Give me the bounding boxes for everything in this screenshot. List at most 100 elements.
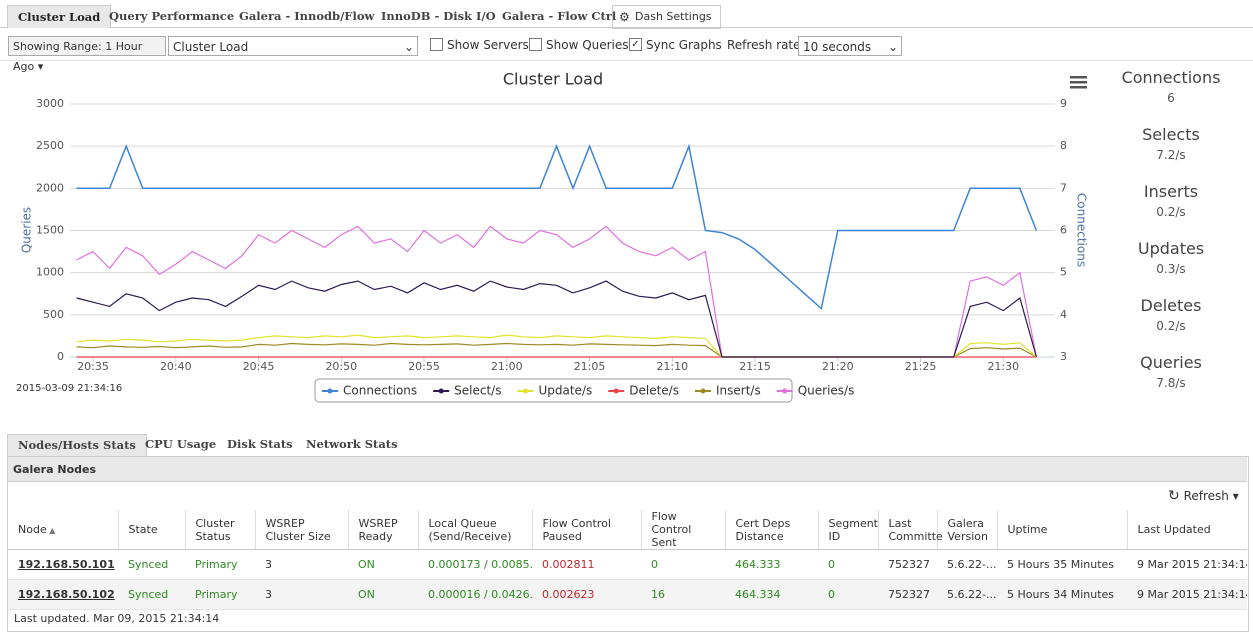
refresh-label: Refresh <box>1184 489 1229 503</box>
x-tick-label: 21:30 <box>987 360 1019 373</box>
stat-label: Selects <box>1100 125 1242 144</box>
stat-label: Updates <box>1100 239 1242 258</box>
column-label: Cluster Status <box>196 517 235 543</box>
range-select[interactable]: Showing Range: 1 Hour Ago ▾ <box>8 36 166 56</box>
table-cell: Primary <box>185 580 255 610</box>
x-tick-label: 20:55 <box>408 360 440 373</box>
column-label: Local Queue (Send/Receive) <box>429 517 512 543</box>
y-axis-title: Queries <box>20 207 34 253</box>
legend-label: Insert/s <box>716 384 761 398</box>
refresh-button[interactable]: ↻ Refresh ▾ <box>1168 488 1239 504</box>
tab[interactable]: ⚙Dash Settings <box>612 5 721 29</box>
x-tick-label: 20:40 <box>160 360 192 373</box>
column-header[interactable]: Galera Version <box>937 510 997 550</box>
x-tick-label: 21:05 <box>574 360 606 373</box>
table-row: 192.168.50.101SyncedPrimary3ON0.000173 /… <box>8 550 1247 580</box>
stat-value: 0.3/s <box>1100 262 1242 276</box>
table-cell: 5 Hours 34 Minutes <box>997 580 1127 610</box>
y-tick-label: 500 <box>43 308 64 321</box>
tab[interactable]: Query Performance <box>99 5 244 27</box>
tab[interactable]: CPU Usage <box>135 434 226 455</box>
column-header[interactable]: Segment ID <box>818 510 878 550</box>
y-tick-label: 1500 <box>36 224 64 237</box>
y-tick-label: 1000 <box>36 266 64 279</box>
refresh-label: Refresh rate: <box>727 38 805 52</box>
table-cell: 752327 <box>878 550 937 580</box>
column-header[interactable]: Last Updated <box>1127 510 1247 550</box>
table-cell: 5.6.22-... <box>937 580 997 610</box>
tab[interactable]: Galera - Flow Ctrl <box>492 5 626 27</box>
column-header[interactable]: Uptime <box>997 510 1127 550</box>
checkbox[interactable] <box>529 38 542 51</box>
column-label: Node <box>18 523 47 536</box>
dashboard-label: Cluster Load <box>173 40 248 54</box>
table-cell: 5.6.22-... <box>937 550 997 580</box>
table-cell: 0.000016 / 0.0426... <box>418 580 532 610</box>
legend-marker <box>328 389 333 394</box>
table-cell: 0 <box>641 550 725 580</box>
column-label: WSREP Cluster Size <box>266 517 331 543</box>
column-label: Flow Control Paused <box>543 517 611 543</box>
checkbox-label: Show Servers <box>447 38 529 52</box>
series-line <box>77 281 1037 357</box>
table-cell: 0.002623 <box>532 580 641 610</box>
checkbox[interactable]: ✓ <box>629 38 642 51</box>
column-header[interactable]: Flow Control Paused <box>532 510 641 550</box>
checkbox[interactable] <box>430 38 443 51</box>
legend-label: Select/s <box>454 384 501 398</box>
stat-label: Inserts <box>1100 182 1242 201</box>
refresh-value: 10 seconds <box>803 40 871 54</box>
menu-icon[interactable] <box>1070 76 1087 89</box>
series-line <box>77 335 1037 357</box>
tab[interactable]: Galera - Innodb/Flow <box>229 5 384 27</box>
column-header[interactable]: Last Committe <box>878 510 937 550</box>
y-tick-label: 0 <box>57 350 64 363</box>
table-cell: Primary <box>185 550 255 580</box>
stat-value: 0.2/s <box>1100 205 1242 219</box>
y2-tick-label: 8 <box>1060 139 1067 152</box>
column-header[interactable]: Cluster Status <box>185 510 255 550</box>
refresh-select[interactable]: 10 seconds⌄ <box>798 36 902 56</box>
y2-tick-label: 4 <box>1060 308 1067 321</box>
table-cell: 0 <box>818 580 878 610</box>
x-tick-label: 21:20 <box>822 360 854 373</box>
table-row: 192.168.50.102SyncedPrimary3ON0.000016 /… <box>8 580 1247 610</box>
column-header[interactable]: WSREP Cluster Size <box>255 510 348 550</box>
tab[interactable]: Cluster Load <box>7 5 111 28</box>
column-header[interactable]: Local Queue (Send/Receive) <box>418 510 532 550</box>
node-link[interactable]: 192.168.50.102 <box>8 580 118 610</box>
table-cell: Synced <box>118 550 185 580</box>
y2-tick-label: 3 <box>1060 350 1067 363</box>
tab[interactable]: Disk Stats <box>217 434 303 455</box>
stat-value: 7.8/s <box>1100 376 1242 390</box>
y2-axis-title: Connections <box>1075 193 1089 267</box>
column-header[interactable]: Cert Deps Distance <box>725 510 818 550</box>
tab[interactable]: Nodes/Hosts Stats <box>7 434 147 456</box>
table-cell: Synced <box>118 580 185 610</box>
dashboard-select[interactable]: Cluster Load⌄ <box>168 36 418 56</box>
legend-marker <box>439 389 444 394</box>
tab[interactable]: Network Stats <box>296 434 408 455</box>
x-tick-label: 20:50 <box>325 360 357 373</box>
stat-label: Deletes <box>1100 296 1242 315</box>
x-tick-label: 20:35 <box>77 360 109 373</box>
node-link[interactable]: 192.168.50.101 <box>8 550 118 580</box>
table-cell: ON <box>348 550 418 580</box>
x-tick-label: 20:45 <box>243 360 275 373</box>
x-tick-label: 21:10 <box>656 360 688 373</box>
column-header[interactable]: WSREP Ready <box>348 510 418 550</box>
table-cell: 3 <box>255 550 348 580</box>
series-line <box>77 146 1037 308</box>
column-header[interactable]: Flow Control Sent <box>641 510 725 550</box>
legend-label: Delete/s <box>629 384 679 398</box>
tab[interactable]: InnoDB - Disk I/O <box>371 5 506 27</box>
y-tick-label: 3000 <box>36 97 64 110</box>
stat-label: Connections <box>1100 68 1242 87</box>
column-label: Cert Deps Distance <box>736 517 791 543</box>
checkbox-label: Show Queries <box>546 38 629 52</box>
timestamp: 2015-03-09 21:34:16 <box>16 383 122 394</box>
column-header[interactable]: Node ▲ <box>8 510 118 550</box>
column-header[interactable]: State <box>118 510 185 550</box>
column-label: State <box>129 523 158 536</box>
